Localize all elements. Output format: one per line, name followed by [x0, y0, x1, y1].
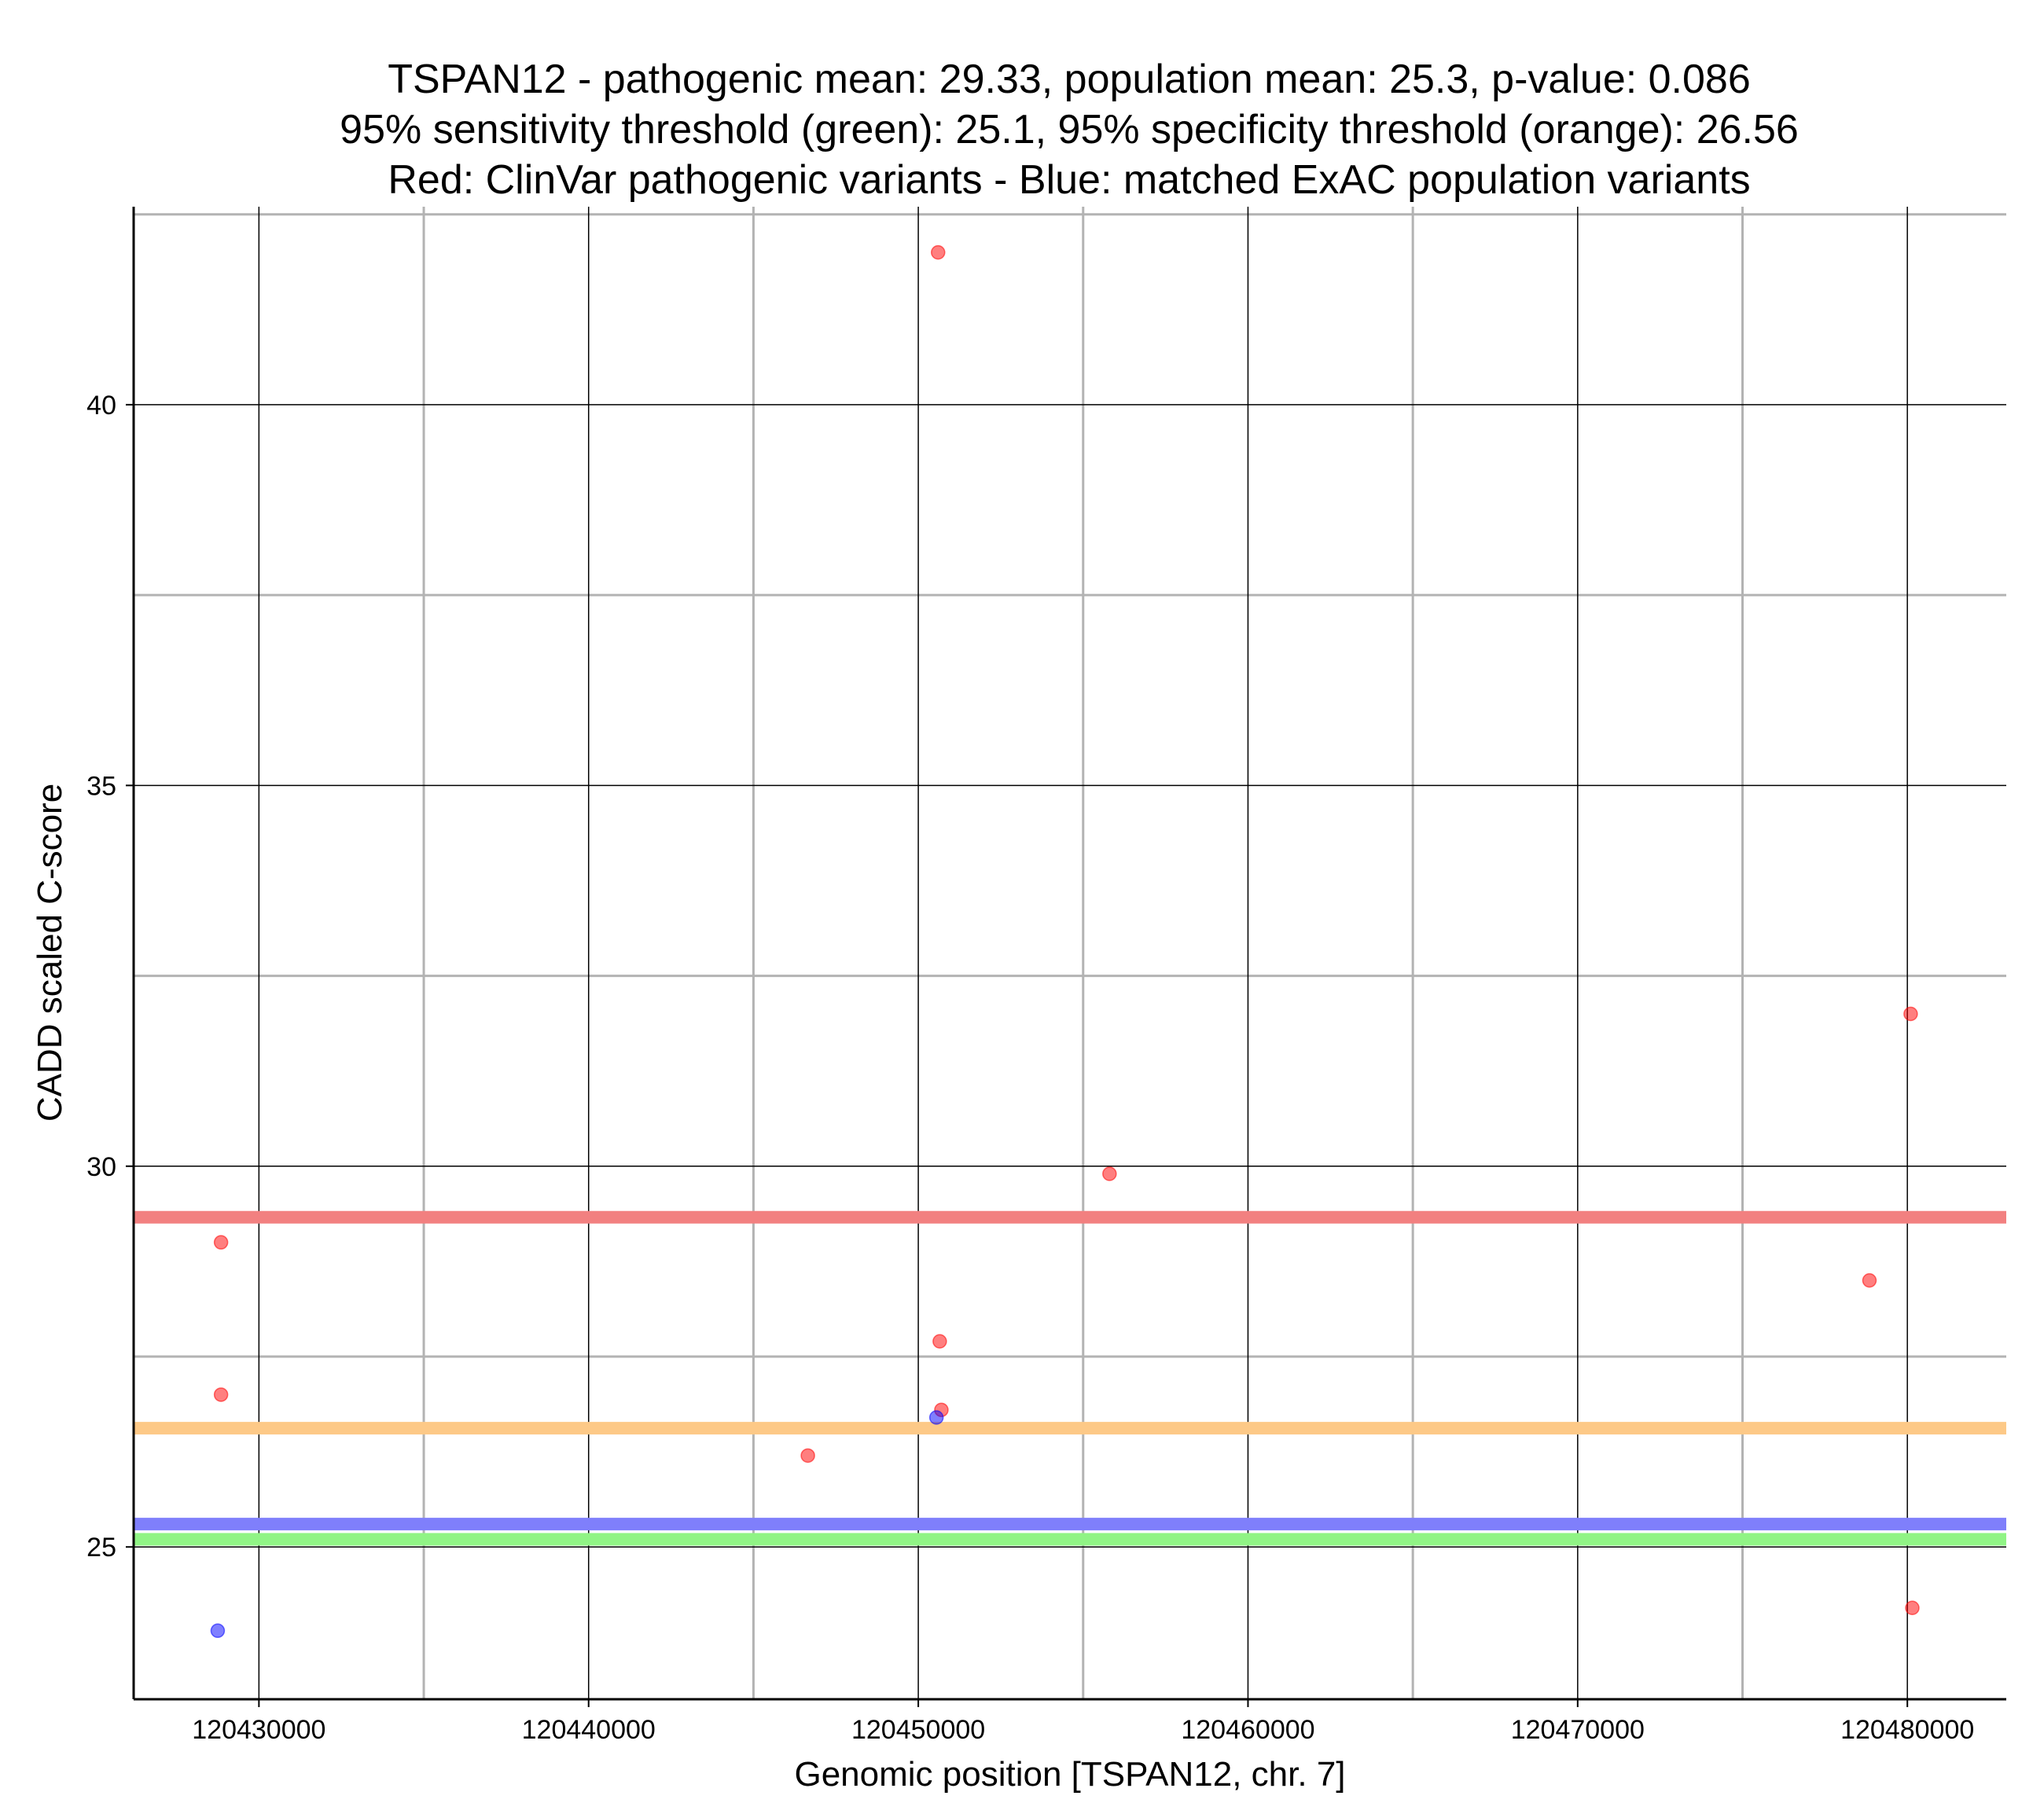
y-tick-label: 40 [86, 391, 116, 420]
x-tick-label: 120430000 [192, 1715, 325, 1745]
grid-layer [134, 207, 2006, 1699]
y-axis-title: CADD scaled C-score [31, 784, 69, 1122]
y-tick-label: 25 [86, 1533, 116, 1562]
data-point [931, 244, 946, 260]
x-axis-title: Genomic position [TSPAN12, chr. 7] [794, 1755, 1345, 1794]
data-point [210, 1623, 226, 1639]
x-tick-label: 120450000 [851, 1715, 985, 1745]
axes [132, 207, 2006, 1701]
data-point [1903, 1006, 1918, 1022]
x-tick-label: 120440000 [522, 1715, 656, 1745]
y-tick-label: 30 [86, 1152, 116, 1182]
x-tick-label: 120480000 [1840, 1715, 1974, 1745]
x-tick-label: 120460000 [1181, 1715, 1314, 1745]
data-point [1102, 1166, 1117, 1181]
data-point [1862, 1272, 1877, 1288]
y-tick-label: 35 [86, 771, 116, 801]
data-point [213, 1235, 229, 1250]
data-point [213, 1387, 229, 1402]
data-point [932, 1334, 947, 1349]
tick-labels: 120430000 120440000 120450000 120460000 1204… [86, 391, 1974, 1745]
chart-title-line-3: Red: ClinVar pathogenic variants - Blue:… [388, 157, 1750, 203]
chart-title-line-2: 95% sensitivity threshold (green): 25.1,… [340, 107, 1799, 152]
x-tick-label: 120470000 [1511, 1715, 1645, 1745]
data-point [800, 1448, 815, 1463]
data-point [928, 1410, 944, 1425]
reference-lines [134, 1210, 2006, 1546]
data-point [1905, 1600, 1920, 1615]
chart-title-line-1: TSPAN12 - pathogenic mean: 29.33, popula… [388, 57, 1751, 102]
data-points [210, 244, 1920, 1639]
